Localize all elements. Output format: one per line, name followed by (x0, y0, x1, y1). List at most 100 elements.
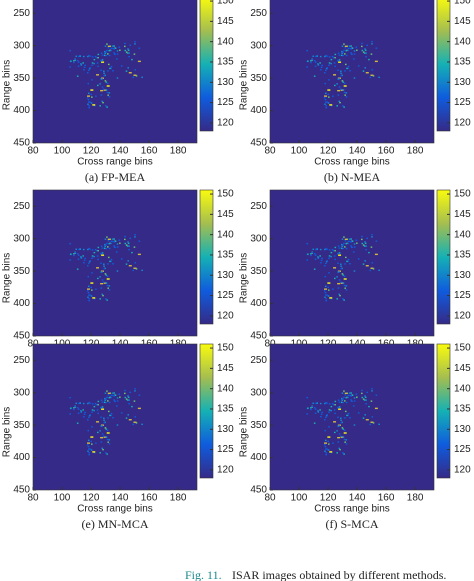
image-scatterer (338, 61, 342, 63)
image-scatterer (337, 270, 341, 272)
colorbar-tick-label: 135 (217, 250, 234, 261)
image-scatterer (100, 69, 102, 71)
image-scatterer (80, 410, 82, 412)
figure-caption: ISAR images obtained by different method… (232, 568, 446, 581)
image-scatterer (350, 399, 352, 401)
image-scatterer (307, 407, 309, 409)
image-scatterer (325, 414, 328, 417)
image-scatterer (337, 52, 340, 54)
image-scatterer (351, 47, 354, 49)
image-scatterer (103, 419, 105, 421)
image-scatterer (128, 265, 132, 267)
image-scatterer (109, 49, 111, 52)
image-scatterer (327, 89, 331, 91)
image-scatterer (325, 401, 327, 404)
image-scatterer (364, 49, 367, 52)
image-scatterer (334, 400, 337, 403)
image-scatterer (326, 402, 328, 404)
image-scatterer (350, 395, 353, 397)
image-scatterer (110, 67, 112, 70)
image-scatterer (91, 272, 93, 274)
image-scatterer (90, 286, 93, 289)
image-scatterer (324, 98, 327, 101)
image-scatterer (344, 45, 348, 48)
image-scatterer (89, 294, 91, 296)
image-scatterer (106, 43, 108, 45)
image-scatterer (362, 263, 365, 265)
image-scatterer (342, 274, 345, 276)
image-scatterer (338, 86, 341, 88)
image-scatterer (340, 74, 343, 77)
image-scatterer (365, 265, 369, 267)
image-scatterer (344, 400, 346, 402)
image-scatterer (355, 393, 358, 395)
image-scatterer (344, 238, 348, 241)
image-scatterer (340, 89, 344, 91)
image-scatterer (114, 240, 117, 242)
image-scatterer (128, 248, 130, 251)
colorbar-tick-label: 130 (454, 270, 471, 281)
image-scatterer (124, 396, 127, 399)
image-scatterer (343, 91, 346, 94)
image-scatterer (125, 417, 128, 419)
image-scatterer (112, 394, 114, 397)
image-scatterer (105, 51, 107, 53)
image-scatterer (106, 429, 109, 432)
image-scatterer (323, 444, 326, 446)
image-scatterer (339, 88, 342, 90)
image-scatterer (102, 88, 105, 90)
image-scatterer (134, 236, 136, 238)
image-scatterer (344, 70, 346, 72)
colorbar-tick-label: 145 (217, 16, 234, 27)
image-scatterer (89, 248, 91, 250)
colorbar (199, 343, 214, 479)
image-scatterer (324, 288, 328, 290)
image-scatterer (106, 278, 110, 280)
image-scatterer (334, 412, 336, 415)
image-scatterer (135, 75, 138, 77)
image-scatterer (368, 251, 370, 254)
image-scatterer (356, 242, 358, 244)
image-scatterer (99, 83, 101, 85)
colorbar-tick-label: 125 (454, 290, 471, 301)
image-scatterer (324, 296, 326, 298)
image-scatterer (315, 402, 317, 405)
y-tick-label: 400 (250, 298, 267, 309)
image-scatterer (112, 240, 114, 243)
image-scatterer (77, 412, 80, 414)
colorbar-tick-label: 140 (217, 383, 234, 394)
image-scatterer (77, 65, 80, 67)
image-scatterer (93, 104, 96, 107)
image-scatterer (351, 394, 354, 396)
image-scatterer (125, 244, 128, 246)
image-scatterer (100, 262, 102, 264)
image-scatterer (361, 42, 363, 45)
image-scatterer (103, 436, 107, 438)
y-tick-label: 450 (250, 331, 267, 342)
image-scatterer (112, 47, 114, 50)
image-scatterer (366, 44, 369, 47)
x-tick-label: 120 (83, 493, 100, 504)
x-tick-label: 120 (320, 146, 337, 157)
y-axis-label: Range bins (2, 407, 13, 458)
image-scatterer (350, 400, 353, 402)
image-scatterer (91, 56, 94, 58)
x-tick-label: 140 (112, 493, 129, 504)
y-tick-label: 400 (13, 452, 30, 463)
image-scatterer (341, 392, 344, 394)
image-scatterer (87, 402, 89, 405)
image-scatterer (371, 390, 373, 392)
image-scatterer (101, 271, 103, 273)
image-scatterer (87, 285, 90, 288)
colorbar-tick-label: 150 (217, 189, 234, 200)
image-scatterer (116, 53, 119, 55)
image-scatterer (340, 265, 342, 267)
image-scatterer (361, 242, 364, 245)
image-scatterer (327, 436, 331, 438)
image-scatterer (119, 49, 121, 51)
image-scatterer (324, 402, 326, 405)
image-scatterer (371, 416, 374, 418)
image-scatterer (327, 449, 330, 451)
image-scatterer (314, 412, 317, 414)
image-scatterer (82, 402, 85, 405)
